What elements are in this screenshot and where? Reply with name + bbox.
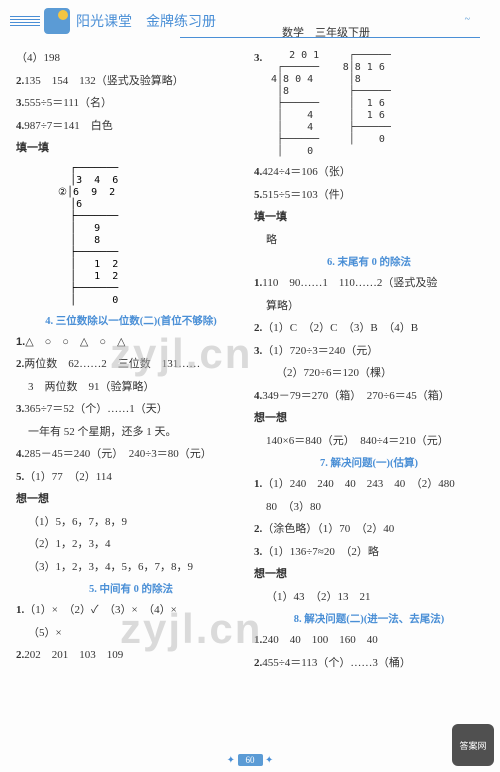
- answer-line: 80 （3）80: [254, 499, 484, 516]
- answer-line: 2.135 154 132（竖式及验算略）: [16, 73, 246, 90]
- answer-line: 1.110 90……1 110……2（竖式及验: [254, 275, 484, 292]
- answer-line: 4.285－45＝240（元） 240÷3＝80（元）: [16, 446, 246, 463]
- answer-line: （4）198: [16, 50, 246, 67]
- section-label: 想一想: [16, 491, 246, 508]
- right-column: 3. 2 0 1 ┌────── 4│8 0 4 │8 ├────── │ 4 …: [250, 50, 488, 734]
- answer-line: （3）1，2，3，4，5，6，7，8，9: [16, 559, 246, 576]
- header-icon: [44, 8, 70, 34]
- section-label: 填一填: [254, 209, 484, 226]
- page-number: 60: [238, 754, 263, 766]
- header-underline: [180, 37, 480, 38]
- bird-icon: ~: [465, 14, 470, 25]
- answer-line: 2.202 201 103 109: [16, 647, 246, 664]
- answer-line: 5.515÷5＝103（件）: [254, 187, 484, 204]
- page-footer: ✦ 60 ✦: [0, 754, 500, 766]
- section-title: 7. 解决问题(一)(估算): [254, 455, 484, 470]
- header-decoration: [10, 14, 40, 28]
- content-area: （4）198 2.135 154 132（竖式及验算略） 3.555÷5＝111…: [0, 42, 500, 742]
- answer-line: 一年有 52 个星期，还多 1 天。: [16, 424, 246, 441]
- long-division: ┌─────── │3 4 6 ②│6 9 2 │6 ├─────── │ 9 …: [46, 163, 246, 307]
- answer-line: 3.（1）720÷3＝240（元）: [254, 343, 484, 360]
- answer-line: 2.455÷4＝113（个）……3（桶）: [254, 655, 484, 672]
- section-title: 4. 三位数除以一位数(二)(首位不够除): [16, 313, 246, 328]
- answer-line: 5.（1）77 （2）114: [16, 469, 246, 486]
- section-label: 填一填: [16, 140, 246, 157]
- answer-line: 算略）: [254, 298, 484, 315]
- section-title: 5. 中间有 0 的除法: [16, 581, 246, 596]
- answer-line: 1.240 40 100 160 40: [254, 632, 484, 649]
- answer-line: 2.两位数 62……2 三位数 131……: [16, 356, 246, 373]
- page-header: 阳光课堂 金牌练习册 数学 三年级下册 ~: [0, 0, 500, 42]
- answer-line: 略: [254, 232, 484, 249]
- answer-line: 1.（1）× （2）✓ （3）× （4）×: [16, 602, 246, 619]
- answer-line: 4.349－79＝270（箱） 270÷6＝45（箱）: [254, 388, 484, 405]
- long-division: 2 0 1 ┌────── 4│8 0 4 │8 ├────── │ 4 │ 4…: [265, 50, 319, 158]
- answer-line: 3.365÷7＝52（个）……1（天）: [16, 401, 246, 418]
- section-title: 8. 解决问题(二)(进一法、去尾法): [254, 611, 484, 626]
- answer-line: 2.（1）C （2）C （3）B （4）B: [254, 320, 484, 337]
- answer-line: 1.△ ○ ○ △ ○ △: [16, 334, 246, 351]
- answer-line: 3.（1）136÷7≈20 （2）略: [254, 544, 484, 561]
- answer-line: 2.（涂色略）（1）70 （2）40: [254, 521, 484, 538]
- section-title: 6. 末尾有 0 的除法: [254, 254, 484, 269]
- answer-line: 3 两位数 91（验算略）: [16, 379, 246, 396]
- answer-line: 3.555÷5＝111（名）: [16, 95, 246, 112]
- answer-line: （5）×: [16, 625, 246, 642]
- answer-line: （1）43 （2）13 21: [254, 589, 484, 606]
- answer-line: 4.424÷4＝106（张）: [254, 164, 484, 181]
- left-column: （4）198 2.135 154 132（竖式及验算略） 3.555÷5＝111…: [12, 50, 250, 734]
- answer-line: （2）1，2，3，4: [16, 536, 246, 553]
- answer-line: 1.（1）240 240 40 243 40 （2）480: [254, 476, 484, 493]
- answer-line: （1）5，6，7，8，9: [16, 514, 246, 531]
- header-title: 阳光课堂 金牌练习册: [76, 11, 216, 31]
- section-label: 想一想: [254, 410, 484, 427]
- section-label: 想一想: [254, 566, 484, 583]
- answer-line: （2）720÷6＝120（棵）: [254, 365, 484, 382]
- answer-line: 3. 2 0 1 ┌────── 4│8 0 4 │8 ├────── │ 4 …: [254, 50, 484, 158]
- answer-line: 4.987÷7＝141 白色: [16, 118, 246, 135]
- answer-stamp: 答案网: [452, 724, 494, 766]
- answer-line: 140×6＝840（元） 840÷4＝210（元）: [254, 433, 484, 450]
- long-division: ┌────── 8│8 1 6 │8 ├────── │ 1 6 │ 1 6 ├…: [337, 50, 391, 146]
